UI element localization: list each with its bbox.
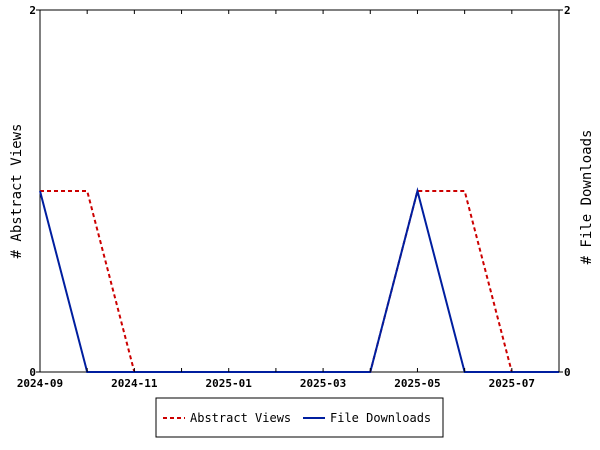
x-tick-label: 2025-01 (206, 377, 253, 390)
x-tick-label: 2025-03 (300, 377, 346, 390)
legend-label-abstract-views: Abstract Views (190, 411, 291, 425)
y-tick-label: 2 (29, 4, 36, 17)
series-lines (39, 187, 559, 373)
legend: Abstract Views File Downloads (155, 397, 444, 438)
series-line-file-downloads (39, 187, 559, 373)
x-tick-label: 2025-07 (489, 377, 535, 390)
x-tick-label: 2024-11 (111, 377, 158, 390)
y2-tick-label: 0 (564, 366, 571, 379)
plot-area (39, 9, 560, 373)
legend-box (155, 397, 444, 438)
y-tick-label: 0 (29, 366, 36, 379)
legend-label-file-downloads: File Downloads (330, 411, 431, 425)
x-tick-label: 2024-09 (17, 377, 63, 390)
y2-axis-title: # File Downloads (579, 130, 595, 265)
y-axis-title: # Abstract Views (9, 124, 25, 259)
axis-ticks: 2024-09 2024-11 2025-01 2025-03 2025-05 2025-… (17, 4, 571, 390)
x-tick-label: 2025-05 (394, 377, 440, 390)
y2-tick-label: 2 (564, 4, 571, 17)
